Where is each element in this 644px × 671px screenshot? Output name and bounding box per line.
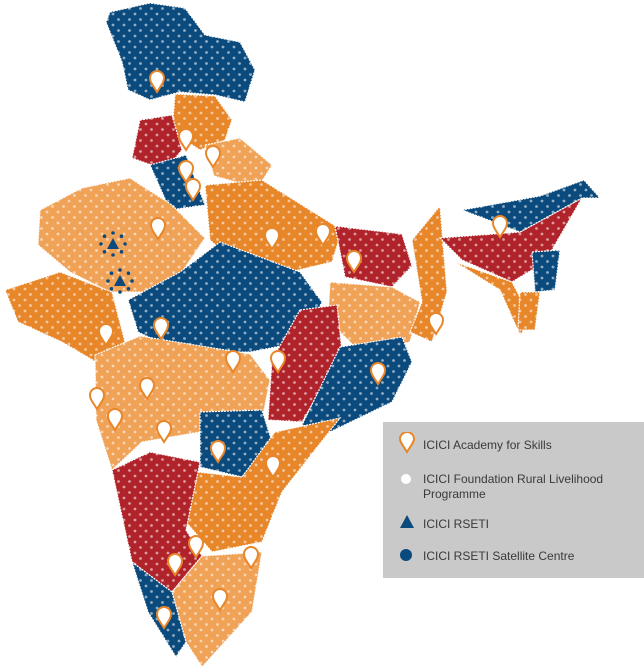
pin — [149, 217, 167, 241]
satellite-marker — [106, 279, 110, 283]
pin — [491, 215, 509, 239]
satellite-marker — [102, 249, 107, 254]
pin — [155, 606, 173, 630]
legend-label: ICICI RSETI — [423, 517, 490, 531]
satellite-marker — [118, 290, 122, 294]
rseti-marker — [114, 275, 126, 286]
pin — [204, 145, 222, 169]
legend-label: ICICI Academy for Skills — [423, 438, 552, 452]
satellite-marker — [111, 231, 115, 235]
legend-icon-triangle — [400, 515, 414, 528]
satellite-marker — [119, 234, 124, 239]
legend-label: ICICI Foundation Rural Livelihood Progra… — [423, 472, 604, 501]
pin — [184, 178, 202, 202]
pin — [242, 546, 260, 570]
state — [268, 305, 342, 422]
legend: ICICI Academy for Skills ICICI Foundatio… — [383, 422, 644, 578]
state — [106, 3, 255, 102]
pin — [264, 455, 282, 479]
legend-label: ICICI RSETI Satellite Centre — [423, 549, 575, 563]
state — [132, 115, 182, 170]
state — [180, 418, 340, 552]
satellite-marker — [130, 279, 134, 283]
pin — [155, 420, 173, 444]
pin — [269, 350, 287, 374]
pin — [224, 350, 242, 374]
satellite-marker — [126, 286, 131, 291]
pin — [152, 317, 170, 341]
state — [302, 337, 412, 432]
legend-icon-circle — [400, 549, 412, 561]
pin — [345, 250, 363, 274]
satellite-marker — [99, 242, 103, 246]
markers — [88, 70, 509, 630]
state — [328, 282, 420, 352]
state — [518, 292, 540, 330]
state — [172, 552, 262, 667]
pin — [148, 70, 166, 94]
pin — [209, 440, 227, 464]
pin — [211, 588, 229, 612]
states — [4, 2, 602, 668]
state — [410, 206, 447, 342]
pin — [166, 553, 184, 577]
state — [5, 272, 125, 362]
pin — [138, 377, 156, 401]
satellite-marker — [109, 271, 114, 276]
legend-icon-dot — [401, 474, 411, 484]
satellite-marker — [111, 253, 115, 257]
satellite-marker — [123, 242, 127, 246]
pin — [369, 362, 387, 386]
pin — [97, 323, 115, 347]
pin — [314, 223, 332, 247]
satellite-marker — [109, 286, 114, 291]
state — [455, 262, 532, 335]
pin — [177, 160, 195, 184]
pin — [427, 312, 445, 336]
state — [205, 138, 272, 188]
state — [532, 250, 560, 292]
satellite-marker — [102, 234, 107, 239]
state — [128, 242, 322, 352]
pin — [88, 387, 106, 411]
state — [95, 336, 270, 470]
pin — [177, 128, 195, 152]
pin — [263, 227, 281, 251]
satellite-marker — [118, 268, 122, 272]
satellite-marker — [119, 249, 124, 254]
pin — [187, 535, 205, 559]
pin — [106, 408, 124, 432]
legend-icon-pin — [399, 432, 415, 454]
state — [440, 198, 582, 282]
rseti-marker — [107, 238, 119, 249]
satellite-marker — [126, 271, 131, 276]
